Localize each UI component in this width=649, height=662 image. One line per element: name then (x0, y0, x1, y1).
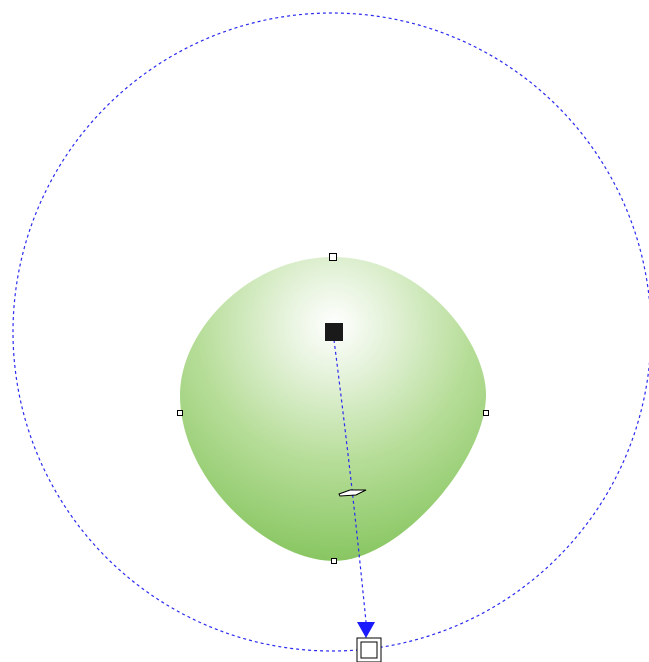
node-handle[interactable] (329, 253, 337, 261)
green-shape[interactable] (180, 257, 486, 561)
node-handle[interactable] (483, 410, 489, 416)
gradient-arrow (357, 622, 375, 638)
node-handle[interactable] (331, 558, 337, 564)
node-handle[interactable] (177, 410, 183, 416)
gradient-vector (333, 339, 367, 623)
gradient-start-handle[interactable] (325, 323, 343, 341)
gradient-radius-circle (12, 12, 649, 652)
gradient-end-handle-inner (360, 641, 378, 659)
midpoint-slider[interactable] (338, 489, 367, 497)
